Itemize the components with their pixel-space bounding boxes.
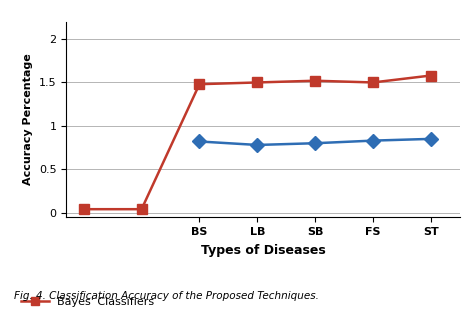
- Y-axis label: Accuracy Percentage: Accuracy Percentage: [23, 54, 34, 185]
- Text: Fig. 4. Classification Accuracy of the Proposed Techniques.: Fig. 4. Classification Accuracy of the P…: [14, 291, 319, 301]
- X-axis label: Types of Diseases: Types of Diseases: [201, 244, 326, 257]
- Legend: Bayes' Classifiers, Minimum Distance Classifier: Bayes' Classifiers, Minimum Distance Cla…: [21, 297, 216, 310]
